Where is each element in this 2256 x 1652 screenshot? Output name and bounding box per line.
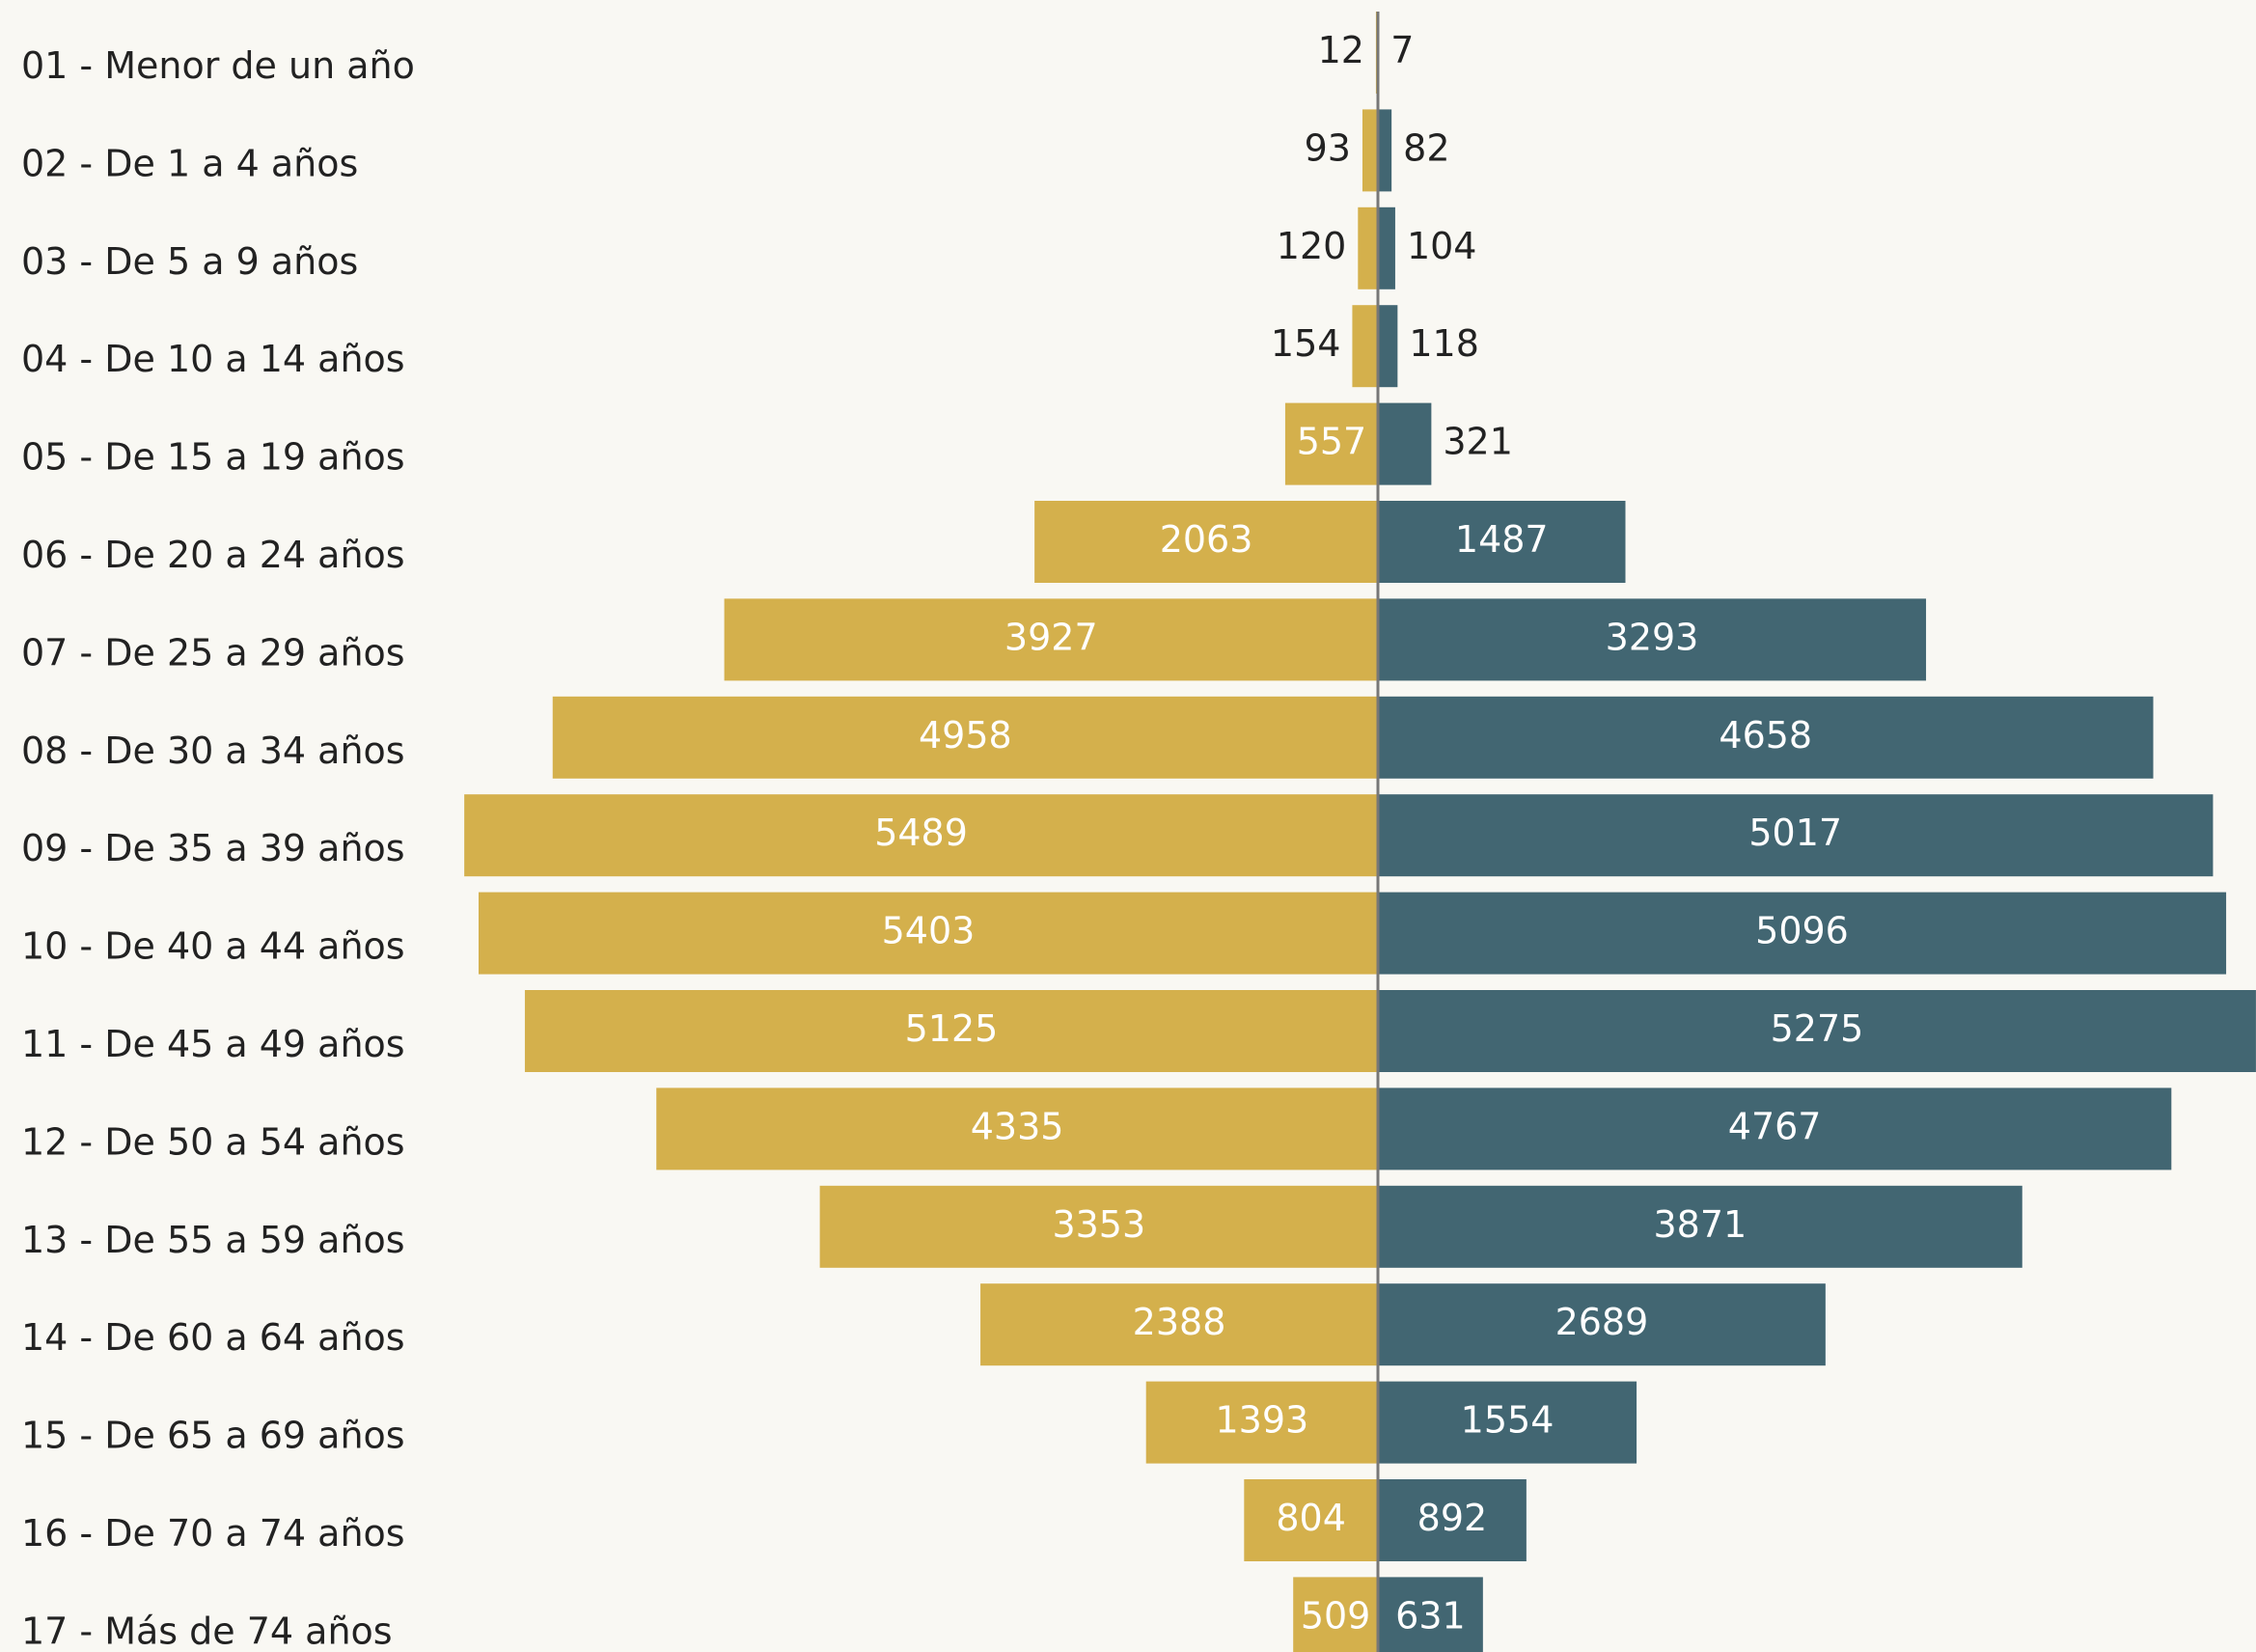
value-label: 2063 <box>1160 518 1253 561</box>
category-label: 02 - De 1 a 4 años <box>21 142 358 184</box>
value-label: 5017 <box>1748 812 1842 854</box>
value-label: 3293 <box>1606 616 1699 658</box>
category-label: 07 - De 25 a 29 años <box>21 631 405 674</box>
value-label: 3927 <box>1004 616 1098 658</box>
category-label: 13 - De 55 a 59 años <box>21 1219 405 1261</box>
bar <box>819 1185 1378 1268</box>
value-label: 118 <box>1409 322 1479 365</box>
value-label: 4335 <box>971 1105 1064 1147</box>
value-label: 5096 <box>1755 910 1849 952</box>
bar <box>724 598 1378 681</box>
value-label: 5403 <box>882 910 976 952</box>
category-label: 16 - De 70 a 74 años <box>21 1512 405 1555</box>
bar <box>1378 1577 1483 1652</box>
category-label: 06 - De 20 a 24 años <box>21 534 405 576</box>
bar <box>1378 696 2154 779</box>
value-label: 5275 <box>1771 1007 1864 1050</box>
value-label: 1393 <box>1215 1399 1308 1442</box>
bar <box>1378 598 1927 681</box>
value-label: 7 <box>1390 29 1414 71</box>
bar <box>980 1283 1378 1366</box>
value-label: 4658 <box>1719 714 1812 757</box>
bar <box>1378 892 2227 975</box>
value-label: 93 <box>1305 126 1351 169</box>
bar <box>1378 1381 1637 1464</box>
category-label: 04 - De 10 a 14 años <box>21 338 405 380</box>
value-label: 4958 <box>919 714 1012 757</box>
value-label: 5489 <box>874 812 968 854</box>
value-label: 4767 <box>1728 1105 1822 1147</box>
bar <box>478 892 1378 975</box>
category-label: 14 - De 60 a 64 años <box>21 1316 405 1359</box>
category-label: 10 - De 40 a 44 años <box>21 925 405 968</box>
bar <box>552 696 1378 779</box>
bar <box>1034 501 1378 583</box>
bar <box>1362 109 1378 192</box>
category-label: 09 - De 35 a 39 años <box>21 827 405 869</box>
value-label: 2388 <box>1133 1301 1226 1343</box>
bar <box>1378 1479 1527 1561</box>
bar <box>1284 402 1378 485</box>
category-label: 03 - De 5 a 9 años <box>21 240 358 283</box>
category-label: 08 - De 30 a 34 años <box>21 730 405 772</box>
value-label: 509 <box>1301 1594 1371 1637</box>
value-label: 631 <box>1395 1594 1466 1637</box>
bar <box>1378 305 1398 388</box>
bar <box>1352 305 1378 388</box>
bar <box>1293 1577 1378 1652</box>
value-label: 82 <box>1403 126 1449 169</box>
value-label: 1554 <box>1461 1399 1554 1442</box>
bar <box>1378 206 1395 289</box>
bar <box>1378 501 1626 583</box>
bar <box>1244 1479 1378 1561</box>
bar <box>1378 1185 2022 1268</box>
value-label: 120 <box>1277 225 1347 267</box>
category-label: 11 - De 45 a 49 años <box>21 1023 405 1065</box>
category-label: 15 - De 65 a 69 años <box>21 1415 405 1457</box>
bar <box>1378 1088 2172 1170</box>
value-label: 1487 <box>1455 518 1549 561</box>
category-label: 12 - De 50 a 54 años <box>21 1120 405 1163</box>
bar <box>1378 990 2256 1072</box>
bar <box>464 794 1379 877</box>
bar <box>1378 402 1432 485</box>
bar <box>1145 1381 1378 1464</box>
category-label: 17 - Más de 74 años <box>21 1610 393 1652</box>
value-label: 3871 <box>1654 1203 1747 1246</box>
value-label: 3353 <box>1052 1203 1145 1246</box>
value-label: 154 <box>1271 322 1341 365</box>
bar <box>1378 794 2214 877</box>
bar <box>1378 1283 1826 1366</box>
category-label: 01 - Menor de un año <box>21 44 415 87</box>
bar <box>524 990 1378 1072</box>
value-label: 2689 <box>1555 1301 1649 1343</box>
value-label: 804 <box>1276 1497 1346 1539</box>
value-label: 5125 <box>905 1007 999 1050</box>
value-label: 12 <box>1318 29 1364 71</box>
value-label: 557 <box>1297 421 1367 463</box>
bar <box>656 1088 1378 1170</box>
bar <box>1378 109 1392 192</box>
category-label: 05 - De 15 a 19 años <box>21 436 405 479</box>
value-label: 104 <box>1407 225 1477 267</box>
bar <box>1358 206 1378 289</box>
value-label: 892 <box>1417 1497 1488 1539</box>
value-label: 321 <box>1443 421 1513 463</box>
